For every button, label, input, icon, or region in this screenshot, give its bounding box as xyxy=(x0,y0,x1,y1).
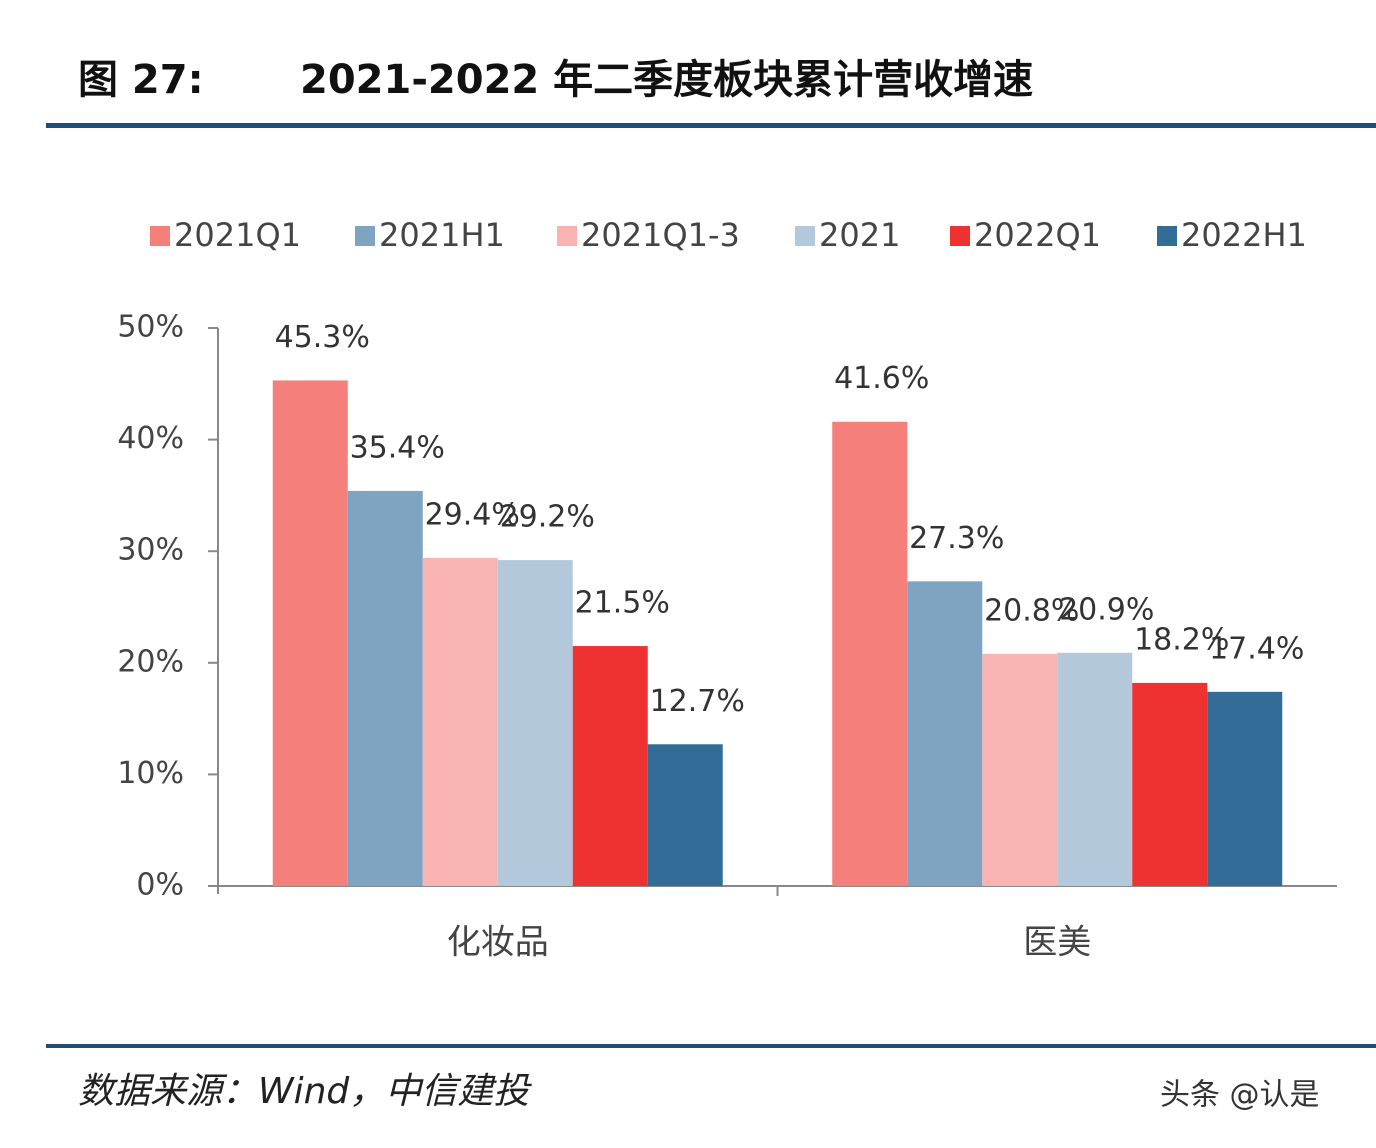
bar xyxy=(907,581,983,886)
value-label: 29.4% xyxy=(425,497,520,532)
legend-label: 2021 xyxy=(819,216,900,254)
value-label: 21.5% xyxy=(575,586,670,621)
y-tick-label: 20% xyxy=(117,644,184,679)
bar xyxy=(422,557,498,886)
x-tick-label: 化妆品 xyxy=(447,923,549,963)
value-label: 20.9% xyxy=(1059,592,1154,627)
y-tick-label: 10% xyxy=(117,756,184,791)
bar xyxy=(832,421,908,886)
bar xyxy=(1057,652,1133,886)
value-label: 35.4% xyxy=(350,430,445,465)
header-rule xyxy=(46,123,1376,128)
bar xyxy=(1132,682,1208,886)
bar xyxy=(1207,691,1283,886)
footer-rule xyxy=(46,1044,1376,1048)
y-tick-label: 40% xyxy=(117,421,184,456)
bar xyxy=(982,653,1058,886)
value-label: 20.8% xyxy=(984,593,1079,628)
bar xyxy=(347,490,423,886)
x-tick-label: 医美 xyxy=(1023,923,1091,963)
legend-label: 2022H1 xyxy=(1181,216,1307,254)
value-label: 27.3% xyxy=(909,521,1004,556)
legend-swatch xyxy=(950,226,970,246)
value-label: 12.7% xyxy=(650,684,745,719)
legend-label: 2021H1 xyxy=(379,216,505,254)
watermark: 头条 @认是 xyxy=(1160,1078,1320,1113)
value-label: 18.2% xyxy=(1134,622,1229,657)
legend-swatch xyxy=(557,226,577,246)
legend-swatch xyxy=(1157,226,1177,246)
bar xyxy=(572,646,648,886)
value-label: 17.4% xyxy=(1209,631,1304,666)
bar xyxy=(647,744,723,886)
y-tick-label: 0% xyxy=(136,868,184,903)
figure-number: 图 27: xyxy=(78,57,204,103)
bar xyxy=(272,380,348,886)
legend-swatch xyxy=(795,226,815,246)
bar xyxy=(497,560,573,886)
legend-swatch xyxy=(150,226,170,246)
legend-label: 2021Q1-3 xyxy=(581,216,740,254)
legend-label: 2022Q1 xyxy=(974,216,1101,254)
source-note: 数据来源：Wind，中信建投 xyxy=(78,1071,532,1112)
value-label: 45.3% xyxy=(275,320,370,355)
chart-title: 2021-2022 年二季度板块累计营收增速 xyxy=(300,57,1033,103)
y-tick-label: 30% xyxy=(117,533,184,568)
value-label: 29.2% xyxy=(500,500,595,535)
legend-label: 2021Q1 xyxy=(174,216,301,254)
legend-swatch xyxy=(355,226,375,246)
value-label: 41.6% xyxy=(834,361,929,396)
y-tick-label: 50% xyxy=(117,310,184,345)
